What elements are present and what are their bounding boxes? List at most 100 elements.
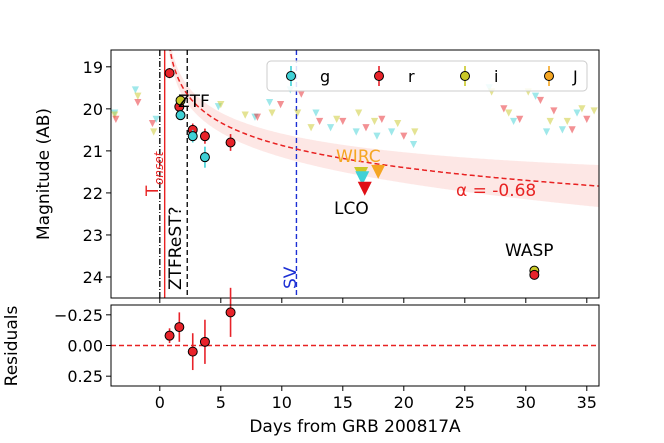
upper-limit-g-46 bbox=[542, 128, 551, 136]
residual-y-tick-label: −0.25 bbox=[54, 306, 103, 325]
upper-limit-r-13 bbox=[253, 113, 261, 121]
wirc-lco-markers bbox=[354, 164, 386, 196]
residual-y-tick-label: 0.25 bbox=[67, 367, 103, 386]
upper-limit-r-28 bbox=[362, 124, 370, 132]
residual-point-3 bbox=[199, 336, 210, 347]
upper-limit-i-29 bbox=[370, 117, 379, 126]
wirc-marker-g-1 bbox=[355, 171, 370, 186]
fit-line bbox=[169, 50, 599, 187]
upper-limit-r-25 bbox=[339, 117, 347, 126]
residual-x-tick-label: 0 bbox=[155, 393, 165, 412]
legend-marker-g bbox=[286, 71, 296, 81]
upper-limit-g-30 bbox=[373, 132, 381, 140]
upper-limit-g-49 bbox=[558, 126, 566, 134]
upper-limit-r-31 bbox=[378, 115, 386, 123]
legend-label-J: J bbox=[572, 67, 578, 86]
residuals-y-ticks: −0.25 0.00 0.25 bbox=[54, 306, 111, 386]
upper-limit-g-26 bbox=[352, 128, 360, 136]
lco-label: LCO bbox=[334, 199, 369, 219]
upper-limit-i-24 bbox=[333, 115, 341, 123]
upper-limit-i-10 bbox=[217, 101, 225, 109]
residual-x-tick-label: 30 bbox=[516, 393, 536, 412]
y-tick-label: 20 bbox=[83, 100, 103, 119]
power-law-fit bbox=[169, 50, 599, 187]
upper-limit-r-2 bbox=[112, 115, 120, 123]
residual-points bbox=[164, 287, 236, 371]
detection-r-0 bbox=[164, 68, 175, 79]
legend-label-r: r bbox=[408, 67, 415, 86]
upper-limit-g-3 bbox=[131, 86, 139, 94]
light-curve-panel: ZTF ZTFReST? SV T onset WIRC LCO WASP α … bbox=[34, 49, 600, 303]
residuals-x-ticks: 0 5 10 15 20 25 30 35 bbox=[155, 386, 597, 412]
upper-limit-i-15 bbox=[268, 109, 276, 117]
wirc-marker-r-3 bbox=[357, 181, 372, 196]
upper-limits bbox=[111, 84, 598, 149]
upper-limit-r-42 bbox=[516, 115, 524, 123]
residual-x-tick-label: 15 bbox=[333, 393, 353, 412]
detection-g-5 bbox=[187, 131, 198, 142]
ztfrest-label: ZTFReST? bbox=[166, 206, 186, 290]
upper-limit-r-16 bbox=[276, 101, 285, 109]
y-tick-label: 19 bbox=[83, 58, 103, 77]
residual-point-1 bbox=[174, 322, 185, 333]
upper-limit-g-23 bbox=[327, 124, 335, 132]
fit-uncertainty-band bbox=[168, 50, 599, 207]
upper-limit-r-51 bbox=[568, 126, 576, 134]
t-onset-label: T onset bbox=[143, 150, 166, 197]
upper-limit-i-50 bbox=[563, 117, 571, 126]
fit-band-area bbox=[168, 50, 599, 207]
light-curve-axes-frame bbox=[110, 49, 600, 299]
upper-limit-g-8 bbox=[152, 115, 160, 123]
y-axis-label: Magnitude (AB) bbox=[34, 108, 54, 240]
wasp-label: WASP bbox=[505, 241, 554, 261]
upper-limit-g-32 bbox=[388, 128, 396, 136]
legend-marker-i bbox=[460, 71, 470, 81]
upper-limit-r-5 bbox=[134, 98, 142, 107]
detection-r-10 bbox=[529, 269, 540, 280]
y-tick-label: 24 bbox=[83, 268, 103, 287]
residual-x-tick-label: 5 bbox=[216, 393, 226, 412]
sv-label: SV bbox=[281, 266, 301, 289]
upper-limit-r-45 bbox=[536, 96, 545, 105]
upper-limit-g-21 bbox=[312, 109, 320, 117]
upper-limit-r-39 bbox=[500, 105, 508, 113]
legend-label-g: g bbox=[320, 67, 330, 86]
legend-marker-J bbox=[544, 71, 554, 81]
upper-limit-r-22 bbox=[316, 117, 324, 126]
upper-limit-r-54 bbox=[583, 115, 591, 123]
legend-marker-r bbox=[374, 71, 384, 81]
upper-limit-i-36 bbox=[411, 128, 419, 136]
upper-limit-r-48 bbox=[550, 107, 558, 115]
residual-x-tick-label: 20 bbox=[394, 393, 414, 412]
wirc-marker-J-2 bbox=[371, 164, 386, 179]
x-axis-label: Days from GRB 200817A bbox=[249, 417, 461, 437]
wirc-label: WIRC bbox=[336, 147, 381, 167]
upper-limit-r-34 bbox=[400, 132, 408, 140]
upper-limit-i-27 bbox=[355, 109, 363, 117]
upper-limit-i-55 bbox=[590, 107, 598, 115]
upper-limit-i-4 bbox=[134, 92, 142, 100]
residual-x-tick-label: 10 bbox=[272, 393, 292, 412]
y-tick-label: 21 bbox=[83, 142, 103, 161]
detection-r-8 bbox=[225, 137, 236, 148]
alpha-label: α = -0.68 bbox=[456, 181, 536, 201]
upper-limit-g-41 bbox=[510, 117, 518, 126]
upper-limit-i-7 bbox=[150, 128, 158, 136]
residual-point-4 bbox=[225, 307, 236, 318]
residual-x-tick-label: 25 bbox=[455, 393, 475, 412]
upper-limit-i-40 bbox=[505, 109, 513, 117]
t-onset-sub: onset bbox=[152, 150, 166, 185]
upper-limit-i-53 bbox=[578, 105, 586, 113]
residual-point-2 bbox=[187, 346, 198, 357]
upper-limit-i-11 bbox=[241, 111, 249, 119]
detection-g-7 bbox=[199, 152, 210, 163]
residuals-panel: −0.25 0.00 0.25 0 5 10 15 20 25 30 35 Residuals D… bbox=[2, 287, 600, 437]
legend-box bbox=[266, 60, 588, 92]
legend-label-i: i bbox=[494, 67, 498, 86]
upper-limit-g-52 bbox=[573, 109, 581, 117]
x-axis-ticks bbox=[159, 298, 588, 303]
upper-limit-i-18 bbox=[294, 109, 302, 117]
detection-r-6 bbox=[199, 131, 210, 142]
t-onset-main: T bbox=[143, 185, 163, 197]
